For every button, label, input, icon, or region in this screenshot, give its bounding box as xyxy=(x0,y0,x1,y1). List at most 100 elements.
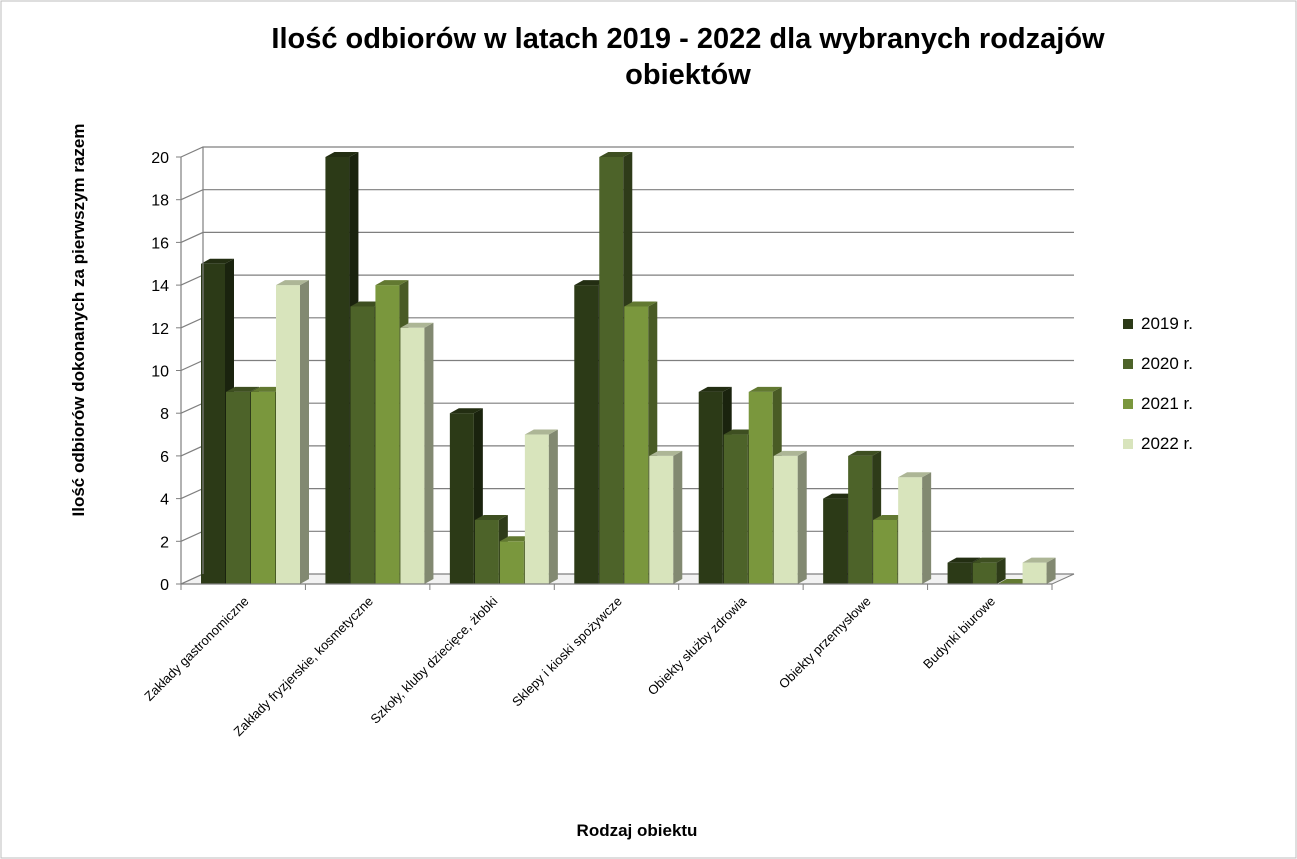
bar-front xyxy=(823,498,848,584)
bar-top xyxy=(823,493,857,499)
bar-front xyxy=(325,157,350,584)
y-tick-labels: 0 2 4 6 8 10 12 14 16 18 20 xyxy=(151,150,169,594)
bar xyxy=(276,280,309,584)
bar-top xyxy=(474,514,508,520)
bar-front xyxy=(649,455,674,584)
bar-side xyxy=(300,280,309,584)
bar-top xyxy=(748,386,782,392)
legend-label: 2020 r. xyxy=(1141,354,1193,373)
bar-top xyxy=(276,280,309,286)
bar xyxy=(848,450,882,584)
bar-top xyxy=(723,429,757,435)
legend-swatch xyxy=(1123,319,1133,329)
y-tick-label: 0 xyxy=(160,577,169,594)
legend-label: 2021 r. xyxy=(1141,394,1193,413)
y-tick-label: 18 xyxy=(151,193,169,210)
bar-front xyxy=(449,413,474,584)
bar-front xyxy=(524,434,549,584)
bar xyxy=(773,450,807,584)
bar-front xyxy=(251,391,275,584)
bar-front xyxy=(698,391,723,584)
bar-top xyxy=(226,386,259,392)
bar-top xyxy=(649,450,683,456)
bar-front xyxy=(624,306,649,584)
bar xyxy=(524,429,558,584)
bar-side xyxy=(797,450,807,584)
chart-title-line-1: Ilość odbiorów w latach 2019 - 2022 dla … xyxy=(271,23,1105,55)
bar xyxy=(649,450,683,584)
bar-front xyxy=(773,455,798,584)
bar-top xyxy=(873,514,907,520)
bar-top xyxy=(947,557,981,563)
x-axis-title: Rodzaj obiektu xyxy=(577,821,698,840)
bar-top xyxy=(1022,557,1056,563)
legend-label: 2019 r. xyxy=(1141,314,1193,333)
legend-label: 2022 r. xyxy=(1141,434,1193,453)
y-tick-label: 4 xyxy=(160,492,169,509)
bar-top xyxy=(201,258,234,264)
bar-front xyxy=(848,455,873,584)
bar-side xyxy=(548,429,558,584)
bar xyxy=(1022,557,1056,584)
bar-top xyxy=(400,322,434,328)
bar-front xyxy=(276,285,300,584)
y-tick-label: 16 xyxy=(151,235,169,252)
y-tick-label: 8 xyxy=(160,406,169,423)
bar-front xyxy=(599,157,624,584)
legend-swatch xyxy=(1123,359,1133,369)
y-tick-label: 12 xyxy=(151,321,169,338)
bar-side xyxy=(424,322,434,584)
y-tick-label: 14 xyxy=(151,278,169,295)
bar xyxy=(400,322,434,584)
bar-side xyxy=(996,557,1006,584)
bar-side xyxy=(922,472,932,584)
bar-front xyxy=(474,519,499,584)
legend: 2019 r. 2020 r. 2021 r. 2022 r. xyxy=(1123,314,1193,453)
axes xyxy=(176,147,1053,590)
bar-top xyxy=(524,429,558,435)
bar-front xyxy=(972,562,997,584)
bar xyxy=(898,472,932,584)
bar-side xyxy=(1046,557,1056,584)
bar-side xyxy=(673,450,683,584)
y-axis-title: Ilość odbiorów dokonanych za pierwszym r… xyxy=(69,124,88,517)
bar-front xyxy=(574,285,599,584)
bars xyxy=(201,152,1056,585)
bar-top xyxy=(574,280,608,286)
bar-top xyxy=(997,579,1031,584)
bar-top xyxy=(325,152,359,157)
bar-top xyxy=(350,301,384,307)
bar xyxy=(972,557,1006,584)
bar-front xyxy=(201,263,225,584)
chart-title-line-2: obiektów xyxy=(625,59,751,91)
bar-front xyxy=(723,434,748,584)
y-tick-label: 2 xyxy=(160,534,169,551)
bar-front xyxy=(400,327,425,584)
bar-front xyxy=(748,391,773,584)
bar-top xyxy=(499,536,533,542)
bar-top xyxy=(848,450,882,456)
bar-top xyxy=(773,450,807,456)
bar-top xyxy=(972,557,1006,563)
bar-top xyxy=(698,386,732,392)
y-tick-label: 20 xyxy=(151,150,169,167)
bar-front xyxy=(226,391,250,584)
bar-front xyxy=(947,562,972,584)
bar-top xyxy=(599,152,633,157)
bar-top xyxy=(624,301,658,307)
bar-front xyxy=(898,477,923,584)
bar-top xyxy=(449,408,483,414)
y-tick-label: 6 xyxy=(160,449,169,466)
legend-swatch xyxy=(1123,439,1133,449)
legend-swatch xyxy=(1123,399,1133,409)
bar-top xyxy=(898,472,932,478)
bar-top xyxy=(375,280,409,286)
bar-front xyxy=(873,519,898,584)
bar-top xyxy=(251,386,284,392)
bar-front xyxy=(1022,562,1047,584)
bar-front xyxy=(350,306,375,584)
bar-front xyxy=(375,285,400,584)
bar-front xyxy=(499,541,524,584)
